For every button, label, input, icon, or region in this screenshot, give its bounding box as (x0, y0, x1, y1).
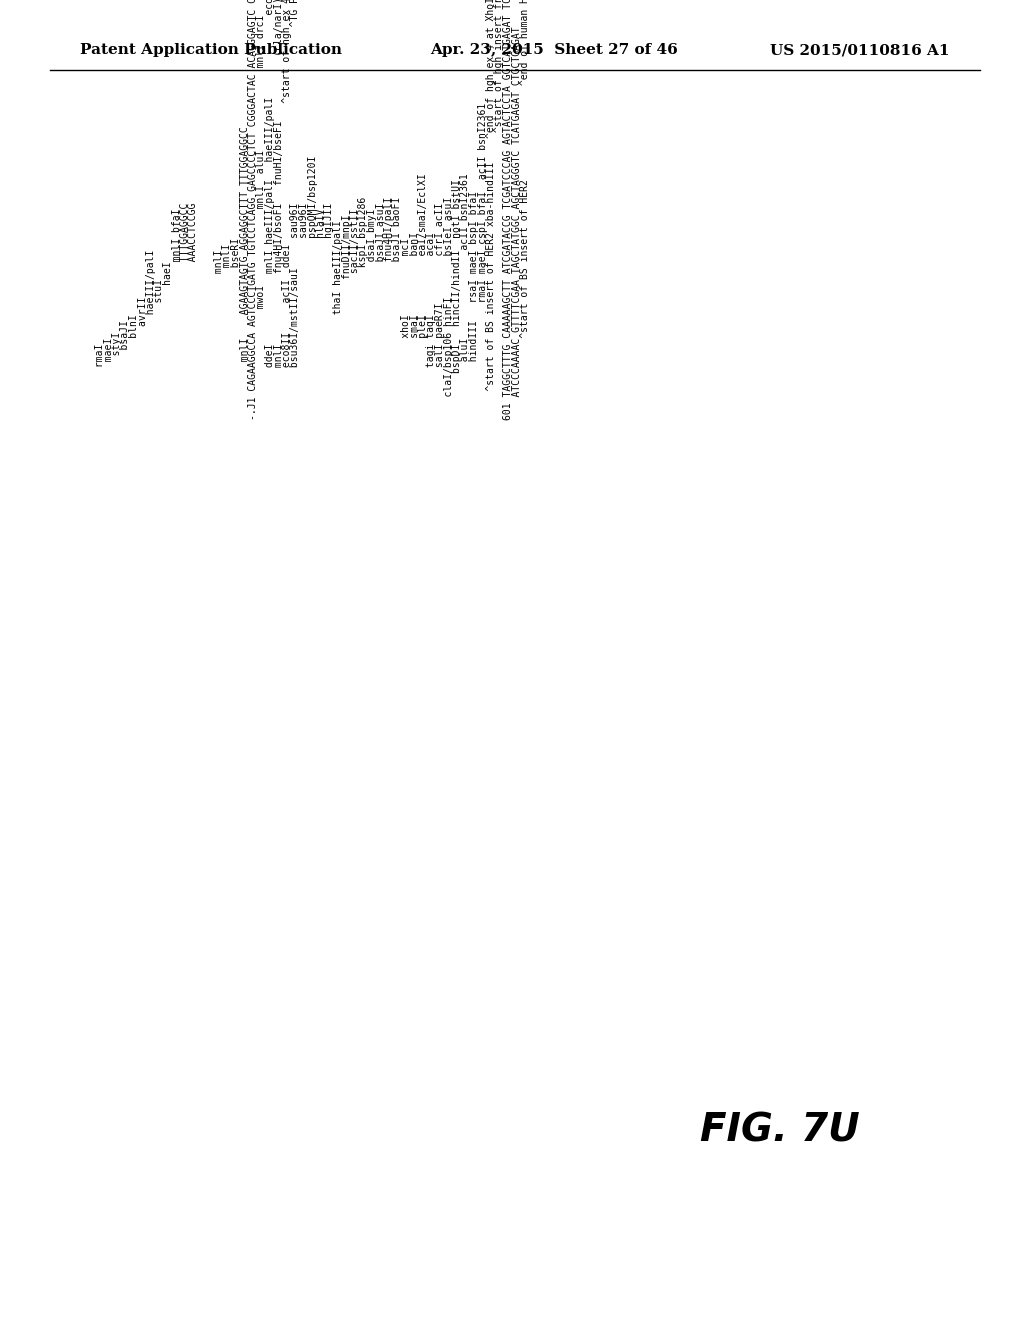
Text: smaI          banI: smaI banI (410, 232, 420, 420)
Text: TTTGGAGGCC: TTTGGAGGCC (180, 203, 190, 420)
Text: bseRI: bseRI (231, 238, 241, 420)
Text: hgIJII: hgIJII (325, 203, 335, 420)
Text: ^start of hgh insert fropm BS at XhoI: ^start of hgh insert fropm BS at XhoI (495, 0, 505, 420)
Text: aluI               acII bsnI2361: aluI acII bsnI2361 (461, 173, 470, 420)
Text: sacII/sstII: sacII/sstII (350, 209, 360, 420)
Text: bsaJI: bsaJI (121, 321, 130, 420)
Text: blnI: blnI (129, 314, 139, 420)
Text: mnlI    AGAAGTAGTG AGGAGGCTTT TTTGGAGGCC                                    mnlI: mnlI AGAAGTAGTG AGGAGGCTTT TTTGGAGGCC mn… (240, 0, 250, 420)
Text: 601 TAGGCTTTG CAAAAAGCTT ATCGATACCG TCGATCCCAG AGTACTCCTA GGTCATGAGAT TCATGAAGAT: 601 TAGGCTTTG CAAAAAGCTT ATCGATACCG TCGA… (503, 0, 513, 420)
Text: pleI          eaI/smaI/EclXI: pleI eaI/smaI/EclXI (418, 173, 428, 420)
Text: Patent Application Publication: Patent Application Publication (80, 44, 342, 57)
Text: ddeI            mnlI haeIII/palI   haeIII/palI              ecoNI: ddeI mnlI haeIII/palI haeIII/palI ecoNI (265, 0, 275, 420)
Text: nlaIV: nlaIV (316, 209, 326, 420)
Text: haeIII/palI: haeIII/palI (146, 249, 156, 420)
Text: mnlI bfaI: mnlI bfaI (171, 209, 181, 420)
Text: salI paeR7I        cfrI acII: salI paeR7I cfrI acII (435, 203, 445, 420)
Text: ATCCCAAAAC GTTTTCGAA TAGCTATGGC AGCTAGGGTC TCATGAGAT CTGCTGAGAT: ATCCCAAAAC GTTTTCGAA TAGCTATGGC AGCTAGGG… (512, 26, 521, 420)
Text: styI: styI (112, 331, 122, 420)
Text: pspOMI/bsp120I: pspOMI/bsp120I (307, 156, 317, 420)
Text: mnlI: mnlI (222, 244, 232, 420)
Text: mnlI: mnlI (214, 249, 224, 420)
Text: AAACCTCCGG: AAACCTCCGG (188, 203, 199, 420)
Text: fnuDII/mnpI: fnuDII/mnpI (341, 214, 351, 420)
Text: FIG. 7U: FIG. 7U (700, 1111, 860, 1148)
Text: -.J1 CAGAAGGCCA AGTCCCTGATG TGTCCTCAGG GAGCCCCTCT CGGGACTAC ACAGGGAGTC CTCGTCCCT: -.J1 CAGAAGGCCA AGTCCCTGATG TGTCCTCAGG G… (248, 0, 258, 420)
Text: US 2015/0110816 A1: US 2015/0110816 A1 (770, 44, 949, 57)
Text: maeI: maeI (103, 338, 114, 420)
Text: claI/bsp106 hinFI       bsIeI asuI: claI/bsp106 hinFI bsIeI asuI (443, 197, 454, 420)
Text: fnu4HI/palI: fnu4HI/palI (384, 197, 394, 420)
Text: thaI haeIII/palI: thaI haeIII/palI (333, 220, 343, 420)
Text: ^start of BS insert of HER2 xba-hindIII    ^end of hgh ex 4 at XhoI: ^start of BS insert of HER2 xba-hindIII … (486, 0, 496, 420)
Text: mwoI             mnlI  aluI              mnlI drcI     taiI: mwoI mnlI aluI mnlI drcI taiI (256, 0, 266, 420)
Text: ^start of BS insert of HER2                ^end of human HER2 insert fropm BS at: ^start of BS insert of HER2 ^end of huma… (520, 0, 530, 420)
Text: rmaI maeI cspI bfaI  acII bsnI2361: rmaI maeI cspI bfaI acII bsnI2361 (477, 103, 487, 420)
Text: bsaJI asuI: bsaJI asuI (376, 203, 385, 420)
Text: rmaI: rmaI (95, 343, 105, 420)
Text: bsu36I/mstII/sauI     sau96I                              ^TG PCR 5' pri: bsu36I/mstII/sauI sau96I ^TG PCR 5' pri (291, 0, 300, 420)
Text: hindIII   rsaI maeI bspI bfaI: hindIII rsaI maeI bspI bfaI (469, 191, 479, 420)
Text: mnlI            fnu4HI/bsoFI   fnuHI/bseFI           (cla/narI): mnlI fnu4HI/bsoFI fnuHI/bseFI (cla/narI) (273, 0, 284, 420)
Text: sau96I: sau96I (299, 203, 309, 420)
Text: kspI bsp1286: kspI bsp1286 (358, 197, 369, 420)
Text: dsaI bmyI: dsaI bmyI (367, 209, 377, 420)
Text: taqi taqI          acaI: taqi taqI acaI (427, 232, 436, 420)
Text: bspDI   hincII/hindII  notI bstUI: bspDI hincII/hindII notI bstUI (452, 180, 462, 420)
Text: avrII: avrII (137, 297, 147, 420)
Text: bsaJI baoFI: bsaJI baoFI (392, 197, 402, 420)
Text: eco8II     acII  ddeI                        ^start of hgh ex 4 (cla/narI): eco8II acII ddeI ^start of hgh ex 4 (cla… (282, 0, 292, 420)
Text: Apr. 23, 2015  Sheet 27 of 46: Apr. 23, 2015 Sheet 27 of 46 (430, 44, 678, 57)
Text: haeI: haeI (163, 261, 173, 420)
Text: stuI: stuI (155, 279, 165, 420)
Text: xhoI          mcI: xhoI mcI (401, 238, 411, 420)
